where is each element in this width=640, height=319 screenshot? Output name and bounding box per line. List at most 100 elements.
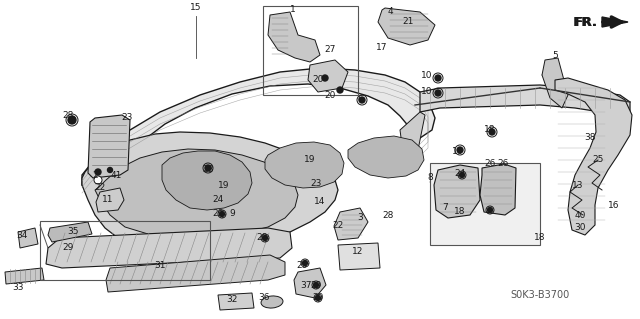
- Text: 26: 26: [484, 159, 496, 167]
- Polygon shape: [542, 58, 568, 108]
- Circle shape: [94, 176, 102, 184]
- Text: 10: 10: [421, 70, 433, 79]
- Text: 26: 26: [497, 159, 509, 167]
- Text: 33: 33: [12, 284, 24, 293]
- Polygon shape: [162, 151, 252, 210]
- Text: 18: 18: [534, 234, 546, 242]
- Polygon shape: [378, 8, 435, 45]
- Text: 40: 40: [574, 211, 586, 219]
- Text: 28: 28: [382, 211, 394, 219]
- Text: 29: 29: [296, 261, 308, 270]
- Text: 19: 19: [218, 181, 230, 189]
- Circle shape: [316, 295, 321, 300]
- Polygon shape: [348, 136, 424, 178]
- Polygon shape: [96, 188, 124, 212]
- Text: 29: 29: [212, 210, 224, 219]
- Text: 7: 7: [442, 204, 448, 212]
- Text: 10: 10: [421, 87, 433, 97]
- Circle shape: [435, 75, 441, 81]
- Text: 28: 28: [62, 110, 74, 120]
- Polygon shape: [602, 17, 628, 27]
- Text: 18: 18: [454, 207, 466, 217]
- Text: 3: 3: [357, 213, 363, 222]
- Text: 34: 34: [16, 231, 28, 240]
- Text: 1: 1: [290, 5, 296, 14]
- Circle shape: [314, 283, 319, 287]
- Text: 29: 29: [312, 293, 324, 302]
- Text: S0K3-B3700: S0K3-B3700: [510, 290, 570, 300]
- Text: 13: 13: [572, 181, 584, 189]
- Polygon shape: [334, 208, 368, 240]
- Text: 5: 5: [552, 50, 558, 60]
- Polygon shape: [400, 112, 425, 168]
- Text: 11: 11: [102, 196, 114, 204]
- Text: 20: 20: [312, 76, 324, 85]
- Text: 29: 29: [310, 280, 322, 290]
- Text: 17: 17: [376, 43, 388, 53]
- Polygon shape: [420, 85, 630, 115]
- Circle shape: [457, 147, 463, 153]
- Text: 19: 19: [304, 155, 316, 165]
- Polygon shape: [82, 68, 435, 188]
- Polygon shape: [82, 132, 338, 248]
- Circle shape: [460, 173, 465, 177]
- Text: 24: 24: [212, 196, 223, 204]
- Text: 31: 31: [154, 261, 166, 270]
- Polygon shape: [46, 228, 292, 268]
- Text: 27: 27: [324, 46, 336, 55]
- Text: 8: 8: [427, 174, 433, 182]
- Polygon shape: [218, 293, 254, 310]
- Circle shape: [337, 87, 343, 93]
- Polygon shape: [434, 165, 480, 218]
- Polygon shape: [268, 12, 320, 62]
- Text: 16: 16: [452, 147, 464, 157]
- Text: 21: 21: [403, 18, 413, 26]
- Text: 37: 37: [300, 280, 312, 290]
- Text: 2: 2: [92, 170, 98, 180]
- Text: FR.: FR.: [575, 16, 598, 28]
- Text: FR.: FR.: [572, 16, 597, 28]
- Polygon shape: [294, 268, 326, 298]
- Circle shape: [435, 90, 441, 96]
- Text: 35: 35: [67, 227, 79, 236]
- Circle shape: [322, 75, 328, 81]
- Text: 12: 12: [352, 248, 364, 256]
- Polygon shape: [18, 228, 38, 248]
- Text: 20: 20: [324, 91, 336, 100]
- Text: 25: 25: [592, 155, 604, 165]
- Circle shape: [262, 235, 268, 241]
- Text: 29: 29: [62, 243, 74, 253]
- Text: 15: 15: [190, 4, 202, 12]
- Circle shape: [488, 207, 493, 212]
- Polygon shape: [95, 149, 298, 237]
- Text: 9: 9: [229, 210, 235, 219]
- Circle shape: [95, 169, 101, 175]
- Circle shape: [489, 129, 495, 135]
- Text: 24: 24: [454, 168, 466, 177]
- Text: 16: 16: [608, 201, 620, 210]
- Polygon shape: [88, 115, 130, 178]
- Polygon shape: [5, 268, 44, 284]
- Circle shape: [108, 167, 113, 173]
- Text: 23: 23: [122, 114, 132, 122]
- Text: 6: 6: [357, 95, 363, 105]
- Text: 18: 18: [484, 125, 496, 135]
- Text: 29: 29: [256, 234, 268, 242]
- Polygon shape: [48, 222, 92, 242]
- Text: 23: 23: [310, 179, 322, 188]
- Circle shape: [68, 116, 76, 124]
- Polygon shape: [480, 164, 516, 215]
- Text: 14: 14: [314, 197, 326, 206]
- Ellipse shape: [261, 296, 283, 308]
- FancyBboxPatch shape: [430, 163, 540, 245]
- Text: 36: 36: [259, 293, 269, 302]
- Polygon shape: [308, 60, 348, 92]
- Polygon shape: [106, 255, 285, 292]
- Polygon shape: [338, 243, 380, 270]
- Circle shape: [220, 211, 225, 217]
- Circle shape: [359, 97, 365, 103]
- Text: 32: 32: [227, 295, 237, 305]
- Text: 41: 41: [110, 170, 122, 180]
- Text: 22: 22: [94, 183, 106, 192]
- Text: 4: 4: [387, 8, 393, 17]
